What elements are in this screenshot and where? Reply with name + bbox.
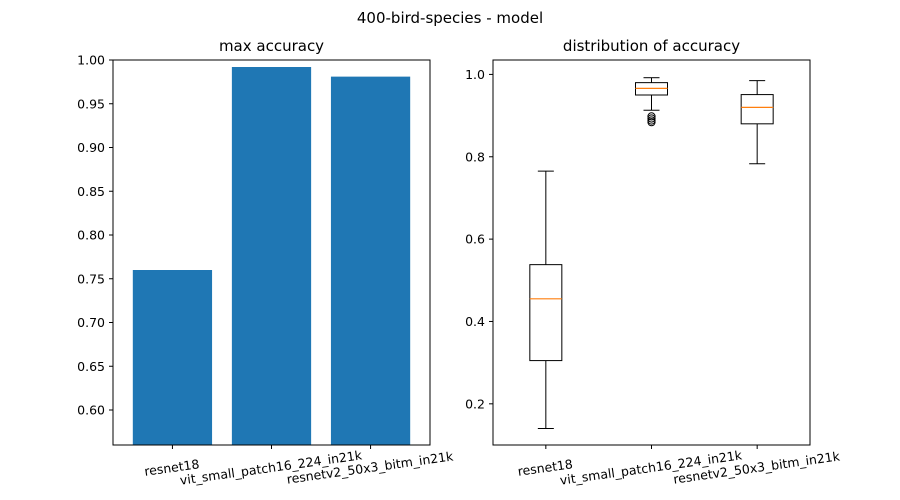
box-resnet18 — [529, 264, 563, 362]
y-tick-label: 0.2 — [465, 396, 485, 411]
axes-title: max accuracy — [219, 37, 324, 55]
y-tick-label: 0.95 — [77, 96, 105, 111]
outlier-point-vit_small_patch16_224_in21k — [647, 118, 656, 127]
axes-title: distribution of accuracy — [563, 37, 740, 55]
y-tick-label: 0.8 — [465, 149, 485, 164]
outlier-point-vit_small_patch16_224_in21k — [647, 114, 656, 123]
y-tick-label: 0.60 — [77, 403, 105, 418]
bar-resnet18 — [132, 270, 213, 445]
outlier-point-vit_small_patch16_224_in21k — [647, 112, 656, 121]
bar-resnetv2_50x3_bitm_in21k — [330, 76, 411, 445]
y-tick-label: 1.0 — [465, 67, 485, 82]
y-tick-label: 0.6 — [465, 232, 485, 247]
y-tick-label: 0.65 — [77, 359, 105, 374]
y-tick-label: 0.70 — [77, 315, 105, 330]
figure-title: 400-bird-species - model — [357, 9, 543, 27]
y-tick-label: 0.80 — [77, 228, 105, 243]
bar-chart-max-accuracy: max accuracy 0.60 0.65 0.70 0.75 0.80 0.85 0.90… — [77, 37, 455, 488]
y-tick-label: 0.4 — [465, 314, 485, 329]
box-resnetv2_50x3_bitm_in21k — [740, 94, 774, 125]
y-tick-label: 0.75 — [77, 271, 105, 286]
y-tick-label: 0.85 — [77, 184, 105, 199]
bar-vit_small_patch16_224_in21k — [231, 67, 312, 445]
y-tick-label: 0.90 — [77, 140, 105, 155]
y-tick-label: 1.00 — [77, 53, 105, 68]
